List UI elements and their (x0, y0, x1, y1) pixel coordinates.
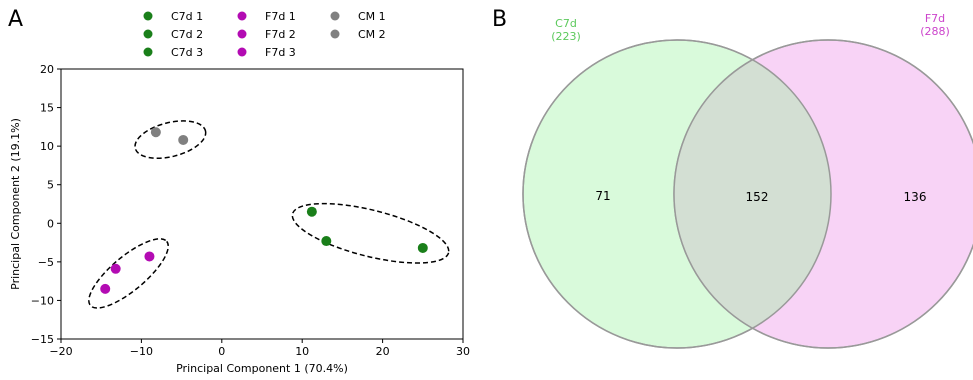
venn-outline-c7d (522, 39, 832, 349)
scatter-point (306, 206, 317, 217)
legend-marker (330, 29, 340, 39)
y-tick-label: 20 (40, 63, 54, 76)
venn-set-f7d-label: F7d (925, 12, 945, 25)
venn-set-c7d-total: (223) (551, 30, 581, 43)
y-tick-label: 0 (47, 217, 54, 230)
y-axis-label: Principal Component 2 (19.1%) (9, 118, 22, 290)
venn-count-both: 152 (746, 190, 769, 204)
x-axis-label: Principal Component 1 (70.4%) (176, 362, 348, 375)
y-tick-label: −15 (31, 333, 54, 346)
scatter-points (100, 127, 428, 294)
scatter-point (321, 236, 332, 247)
legend-label: C7d 2 (171, 28, 203, 41)
legend-marker (237, 29, 247, 39)
y-axis: −15 −10 −5 0 5 10 15 20 (31, 63, 61, 346)
legend-label: F7d 2 (265, 28, 296, 41)
venn-count-c7d-only: 71 (595, 189, 610, 203)
x-tick-label: −10 (130, 345, 153, 358)
y-tick-label: −10 (31, 294, 54, 307)
scatter-legend: C7d 1 C7d 2 C7d 3 F7d 1 F7d 2 F7d 3 CM 1 CM 2 (143, 10, 386, 59)
legend-label: CM 1 (358, 10, 386, 23)
x-tick-label: 0 (218, 345, 225, 358)
x-tick-label: 20 (376, 345, 390, 358)
cluster-ellipse (134, 120, 207, 159)
y-tick-label: −5 (38, 256, 54, 269)
x-tick-label: −20 (49, 345, 72, 358)
plot-frame (60, 68, 464, 340)
scatter-point (110, 263, 121, 274)
scatter-point (100, 283, 111, 294)
legend-marker (237, 11, 247, 21)
x-tick-label: 10 (295, 345, 309, 358)
legend-marker (143, 29, 153, 39)
legend-label: C7d 1 (171, 10, 203, 23)
panel-a-letter: A (8, 7, 23, 32)
venn-count-f7d-only: 136 (904, 190, 927, 204)
scatter-point (150, 127, 161, 138)
y-tick-label: 15 (40, 102, 54, 115)
legend-marker (143, 47, 153, 57)
scatter-point (144, 251, 155, 262)
x-axis: −20 −10 0 10 20 30 (49, 339, 470, 358)
scatter-point (178, 134, 189, 145)
legend-label: CM 2 (358, 28, 386, 41)
legend-marker (330, 11, 340, 21)
cluster-ellipse (291, 202, 450, 264)
y-tick-label: 10 (40, 140, 54, 153)
venn-set-f7d-total: (288) (920, 25, 950, 38)
venn-outline-f7d (673, 39, 973, 349)
venn-intersection (674, 40, 831, 348)
legend-label: F7d 1 (265, 10, 296, 23)
x-tick-label: 30 (456, 345, 470, 358)
venn-set-c7d-label: C7d (555, 17, 577, 30)
panel-b-letter: B (492, 7, 507, 32)
legend-marker (143, 11, 153, 21)
legend-label: F7d 3 (265, 46, 296, 59)
legend-label: C7d 3 (171, 46, 203, 59)
scatter-point (417, 242, 428, 253)
legend-marker (237, 47, 247, 57)
cluster-ellipses (88, 120, 450, 309)
cluster-ellipse (88, 238, 169, 309)
y-tick-label: 5 (47, 179, 54, 192)
